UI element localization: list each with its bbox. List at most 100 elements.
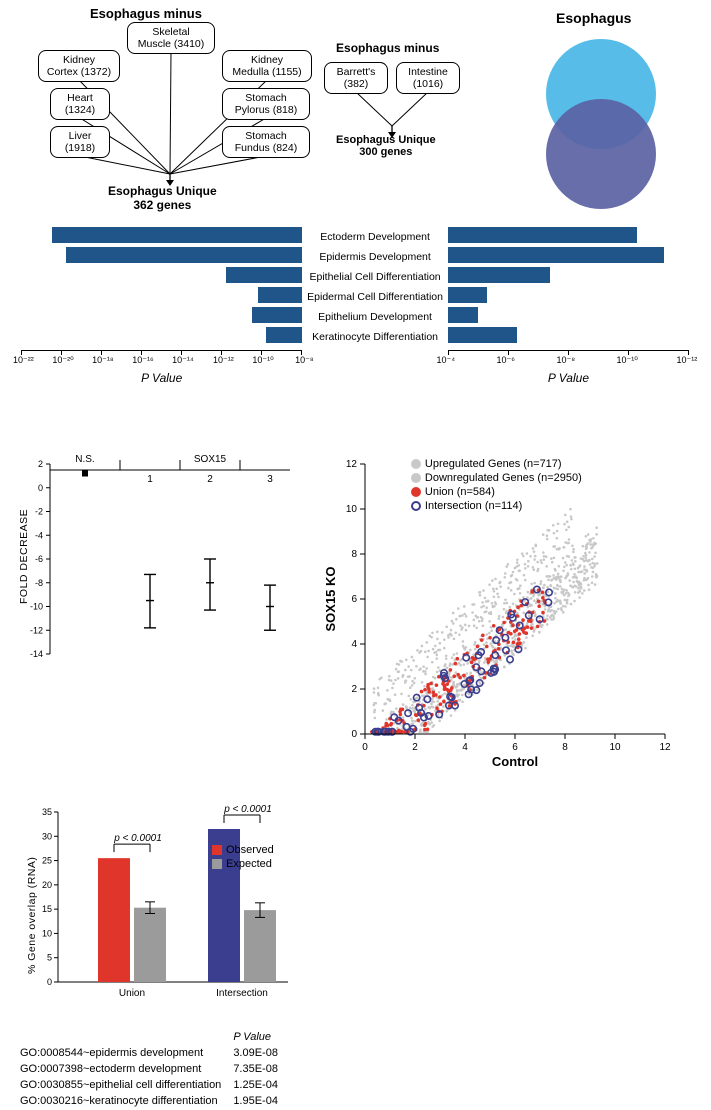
axis-tick-label: 10⁻⁶: [496, 355, 514, 366]
table-header-row: P Value: [20, 1030, 288, 1044]
svg-text:0: 0: [351, 729, 357, 740]
svg-text:30: 30: [42, 831, 52, 841]
svg-text:p < 0.0001: p < 0.0001: [223, 804, 272, 815]
axis-tick-label: 10⁻¹⁴: [172, 355, 194, 366]
tree-left-result: Esophagus Unique 362 genes: [108, 184, 217, 212]
svg-text:5: 5: [47, 953, 52, 963]
table-cell: GO:0030855~epithelial cell differentiati…: [20, 1078, 231, 1092]
top-section: Esophagus minus Esophagus Unique 362 gen…: [0, 0, 711, 216]
result1-line2: 362 genes: [133, 198, 191, 212]
tree-node: StomachPylorus (818): [222, 88, 310, 120]
svg-text:2: 2: [351, 684, 357, 695]
axis-tick-label: 10⁻¹⁰: [252, 355, 273, 366]
tree-node: Heart(1324): [50, 88, 110, 120]
table-cell: GO:0008544~epidermis development: [20, 1046, 231, 1060]
result1-line1: Esophagus Unique: [108, 184, 217, 198]
go-bar: [448, 227, 637, 243]
legend-item: Observed: [212, 844, 274, 856]
svg-text:15: 15: [42, 904, 52, 914]
svg-text:35: 35: [42, 807, 52, 817]
tree-right-and-venn: Esophagus minus Esophagus Esophagus Uniq…: [316, 6, 701, 216]
table-cell: 7.35E-08: [233, 1062, 288, 1076]
tree-node: KidneyMedulla (1155): [222, 50, 312, 82]
go-bar: [448, 307, 478, 323]
axis-tick-label: 10⁻¹⁰: [616, 355, 637, 366]
svg-text:0: 0: [38, 483, 43, 493]
axis-tick-label: 10⁻⁴: [436, 355, 455, 366]
svg-text:N.S.: N.S.: [75, 454, 94, 465]
svg-text:-14: -14: [30, 649, 43, 659]
svg-text:-6: -6: [35, 554, 43, 564]
svg-text:4: 4: [351, 639, 357, 650]
tree-node: Intestine(1016): [396, 62, 460, 94]
table-cell: GO:0030216~keratinocyte differentiation: [20, 1094, 231, 1108]
table-header: P Value: [233, 1030, 288, 1044]
go-chart-right: 10⁻⁴10⁻⁶10⁻⁸10⁻¹⁰10⁻¹²P Value: [448, 224, 693, 394]
go-bar: [448, 267, 550, 283]
axis-tick-label: 10⁻²⁰: [52, 355, 73, 366]
legend-label: Intersection (n=114): [425, 500, 522, 512]
venn-diagram: [516, 34, 696, 214]
svg-text:SOX15 KO: SOX15 KO: [323, 566, 338, 631]
legend-label: Downregulated Genes (n=2950): [425, 472, 582, 484]
go-category-label: Epithelium Development: [302, 307, 449, 327]
table-cell: 1.25E-04: [233, 1078, 288, 1092]
axis-tick-label: 10⁻⁸: [556, 355, 575, 366]
axis-tick-label: 10⁻²²: [13, 355, 34, 366]
svg-text:20: 20: [42, 880, 52, 890]
scatter-legend: Upregulated Genes (n=717) Downregulated G…: [411, 458, 582, 514]
svg-text:-4: -4: [35, 530, 43, 540]
overlap-legend: Observed Expected: [212, 844, 274, 872]
svg-text:1: 1: [147, 474, 153, 485]
svg-text:Control: Control: [492, 754, 538, 769]
go-bar: [226, 267, 302, 283]
tree-left: Esophagus minus Esophagus Unique 362 gen…: [10, 6, 316, 216]
tree-node: KidneyCortex (1372): [38, 50, 120, 82]
axis-label: P Value: [22, 371, 302, 385]
svg-text:2: 2: [412, 742, 418, 753]
go-table: P Value GO:0008544~epidermis development3…: [18, 1028, 290, 1110]
table-row: GO:0030216~keratinocyte differentiation1…: [20, 1094, 288, 1108]
go-category-label: Ectoderm Development: [302, 227, 449, 247]
go-chart-left: 10⁻⁸10⁻¹⁰10⁻¹²10⁻¹⁴10⁻¹⁶10⁻¹⁸10⁻²⁰10⁻²²P…: [18, 224, 302, 394]
svg-text:8: 8: [562, 742, 568, 753]
svg-text:25: 25: [42, 856, 52, 866]
svg-text:2: 2: [207, 474, 213, 485]
table-cell: 1.95E-04: [233, 1094, 288, 1108]
mid-section: FOLD DECREASE 20-2-4-6-8-10-12-14N.S.SOX…: [0, 454, 711, 774]
svg-text:-2: -2: [35, 507, 43, 517]
svg-text:8: 8: [351, 549, 357, 560]
legend-item: Downregulated Genes (n=2950): [411, 472, 582, 484]
tree-right-result: Esophagus Unique 300 genes: [336, 134, 436, 158]
svg-text:12: 12: [346, 459, 358, 470]
svg-text:6: 6: [351, 594, 357, 605]
go-category-label: Keratinocyte Differentiation: [302, 327, 449, 347]
go-bar: [448, 287, 487, 303]
result2-line1: Esophagus Unique: [336, 134, 436, 146]
svg-text:4: 4: [462, 742, 468, 753]
svg-text:10: 10: [609, 742, 621, 753]
table-cell: GO:0007398~ectoderm development: [20, 1062, 231, 1076]
svg-text:12: 12: [659, 742, 671, 753]
legend-swatch: [212, 845, 222, 855]
tree-node: SkeletalMuscle (3410): [127, 22, 215, 54]
legend-item: Upregulated Genes (n=717): [411, 458, 582, 470]
axis-tick-label: 10⁻¹⁸: [92, 355, 114, 366]
legend-swatch: [212, 859, 222, 869]
overlap-chart: % Gene overlap (RNA) 05101520253035p < 0…: [24, 804, 324, 1014]
fold-decrease-chart: FOLD DECREASE 20-2-4-6-8-10-12-14N.S.SOX…: [14, 454, 311, 674]
go-category-labels: Ectoderm DevelopmentEpidermis Developmen…: [302, 224, 449, 394]
svg-text:10: 10: [346, 504, 358, 515]
svg-text:Intersection: Intersection: [216, 988, 268, 999]
table-row: GO:0008544~epidermis development3.09E-08: [20, 1046, 288, 1060]
go-bar: [66, 247, 302, 263]
go-bar: [52, 227, 302, 243]
go-bar: [252, 307, 302, 323]
legend-item: Expected: [212, 858, 274, 870]
legend-label: Union (n=584): [425, 486, 495, 498]
svg-text:-10: -10: [30, 602, 43, 612]
svg-text:10: 10: [42, 928, 52, 938]
go-charts: 10⁻⁸10⁻¹⁰10⁻¹²10⁻¹⁴10⁻¹⁶10⁻¹⁸10⁻²⁰10⁻²²P…: [0, 224, 711, 394]
legend-swatch: [411, 459, 421, 469]
go-bar: [266, 327, 302, 343]
